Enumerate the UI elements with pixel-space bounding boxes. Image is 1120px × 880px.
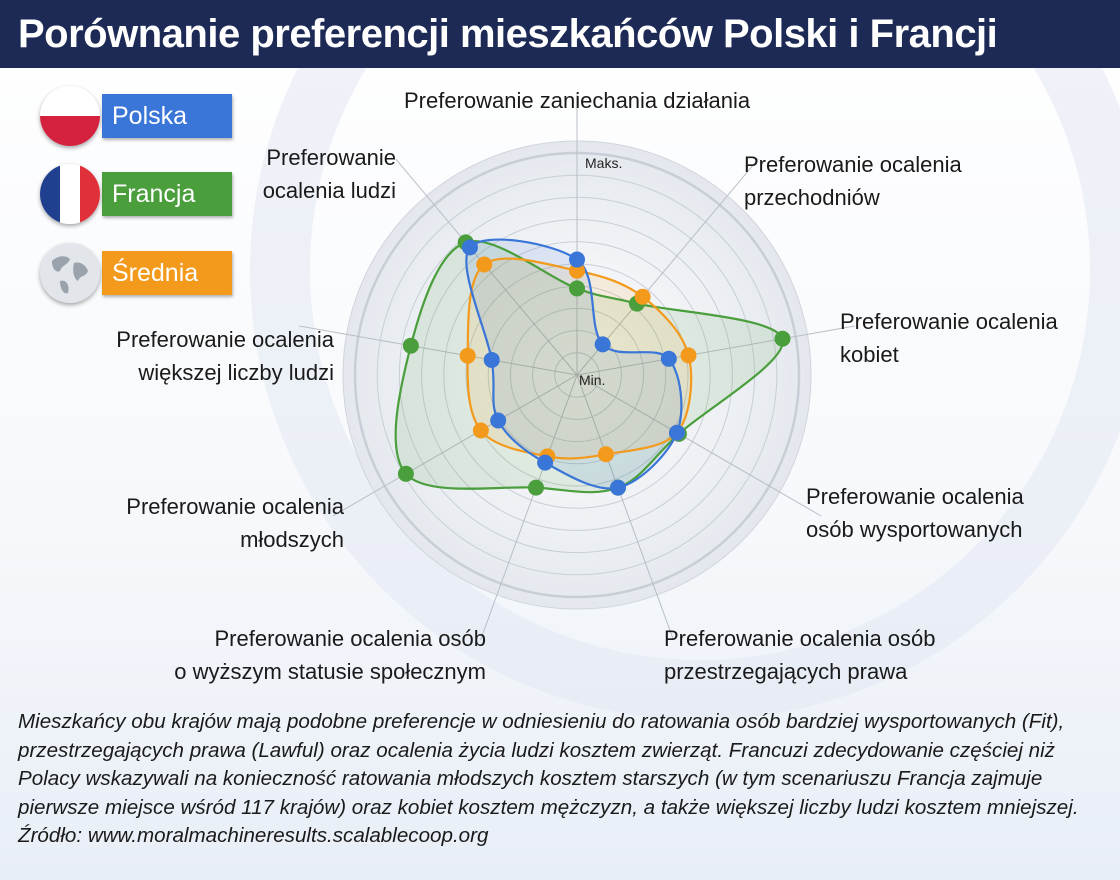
axis-label-line: Preferowanie <box>266 145 396 170</box>
axis-spoke <box>576 374 822 517</box>
axis-label-line: Preferowanie ocalenia <box>126 494 344 519</box>
data-point-polska <box>461 239 478 256</box>
axis-spoke <box>332 374 578 517</box>
data-point-rednia <box>634 288 651 305</box>
data-point-polska <box>483 351 500 368</box>
caption-line: Polacy wskazywali na konieczność ratowan… <box>18 767 1043 790</box>
axis-label: Preferowanie ocalenia kobiet <box>840 305 1058 371</box>
legend-item-srednia: Średnia <box>40 243 232 303</box>
axis-label-line: Preferowanie ocalenia <box>116 327 334 352</box>
axis-label-line: Preferowanie ocalenia <box>840 309 1058 334</box>
axis-label-line: o wyższym statusie społecznym <box>174 659 486 684</box>
axis-spoke <box>576 374 674 641</box>
data-point-polska <box>594 336 611 353</box>
data-point-rednia <box>459 347 476 364</box>
axis-label-line: przechodniów <box>744 185 880 210</box>
data-point-francja <box>402 337 419 354</box>
axis-label: Preferowanie ocalenia ludzi <box>263 141 396 207</box>
data-point-francja <box>527 479 544 496</box>
legend-label-srednia: Średnia <box>102 251 232 295</box>
series-line-polska <box>465 238 683 490</box>
caption-line: przestrzegających prawa (Lawful) oraz oc… <box>18 738 1055 762</box>
axis-label-line: młodszych <box>240 527 344 552</box>
data-point-polska <box>537 454 554 471</box>
axis-spoke <box>480 374 578 641</box>
axis-label-line: Preferowanie ocalenia <box>744 152 962 177</box>
scale-max-label: Maks. <box>585 155 623 171</box>
axis-label-line: większej liczby ludzi <box>138 360 334 385</box>
caption: Mieszkańcy obu krajów mają podobne prefe… <box>18 708 1108 851</box>
axis-label-line: Preferowanie ocalenia <box>806 484 1024 509</box>
caption-source: Źródło: www.moralmachineresults.scalable… <box>18 824 489 847</box>
data-point-rednia <box>680 347 697 364</box>
legend-label-polska: Polska <box>102 94 232 138</box>
series-line-rednia <box>466 257 693 460</box>
data-point-rednia <box>476 256 493 273</box>
data-point-rednia <box>597 446 614 463</box>
axis-label: Preferowanie ocalenia osób wysportowanych <box>806 480 1024 546</box>
title-bar: Porównanie preferencji mieszkańców Polsk… <box>0 0 1120 68</box>
caption-line: Mieszkańcy obu krajów mają podobne prefe… <box>18 710 1065 733</box>
axis-label: Preferowanie ocalenia większej liczby lud… <box>116 323 334 389</box>
data-point-polska <box>490 412 507 429</box>
data-point-polska <box>668 424 685 441</box>
data-point-francja <box>397 465 414 482</box>
axis-label-line: Preferowanie ocalenia osób <box>664 626 936 651</box>
series-area-francja <box>395 241 783 493</box>
axis-label-line: przestrzegających prawa <box>664 659 908 684</box>
axis-spoke <box>299 325 578 376</box>
data-point-rednia <box>569 262 585 279</box>
poland-flag-icon <box>40 86 100 146</box>
series-line-francja <box>394 239 784 494</box>
data-point-francja <box>774 330 791 347</box>
france-flag-icon <box>40 164 100 224</box>
globe-icon <box>40 243 100 303</box>
axis-label: Preferowanie ocalenia osób o wyższym stat… <box>174 622 486 688</box>
data-point-rednia <box>472 422 489 439</box>
caption-line: pierwsze miejsce wśród 117 krajów) oraz … <box>18 795 1079 819</box>
axis-label-line: ocalenia ludzi <box>262 178 396 203</box>
legend-item-polska: Polska <box>40 86 232 146</box>
axis-label: Preferowanie ocalenia młodszych <box>126 490 344 556</box>
data-point-polska <box>660 350 677 367</box>
legend-label-francja: Francja <box>102 172 232 216</box>
data-point-francja <box>569 280 585 297</box>
axis-spoke <box>576 325 855 376</box>
axis-label: Preferowanie ocalenia przechodniów <box>744 148 962 214</box>
scale-min-label: Min. <box>579 372 606 388</box>
axis-label: Preferowanie ocalenia osób przestrzegając… <box>664 622 936 688</box>
axis-label-line: Preferowanie ocalenia osób <box>214 626 486 651</box>
axis-label-line: Preferowanie zaniechania działania <box>404 88 751 113</box>
axis-label-line: kobiet <box>840 342 899 367</box>
axis-label-line: osób wysportowanych <box>806 517 1023 542</box>
page-title: Porównanie preferencji mieszkańców Polsk… <box>18 12 998 56</box>
series-area-polska <box>466 239 682 489</box>
legend-item-francja: Francja <box>40 164 232 224</box>
data-point-polska <box>569 251 585 268</box>
axis-label: Preferowanie zaniechania działania <box>404 84 750 117</box>
data-point-polska <box>610 479 627 496</box>
